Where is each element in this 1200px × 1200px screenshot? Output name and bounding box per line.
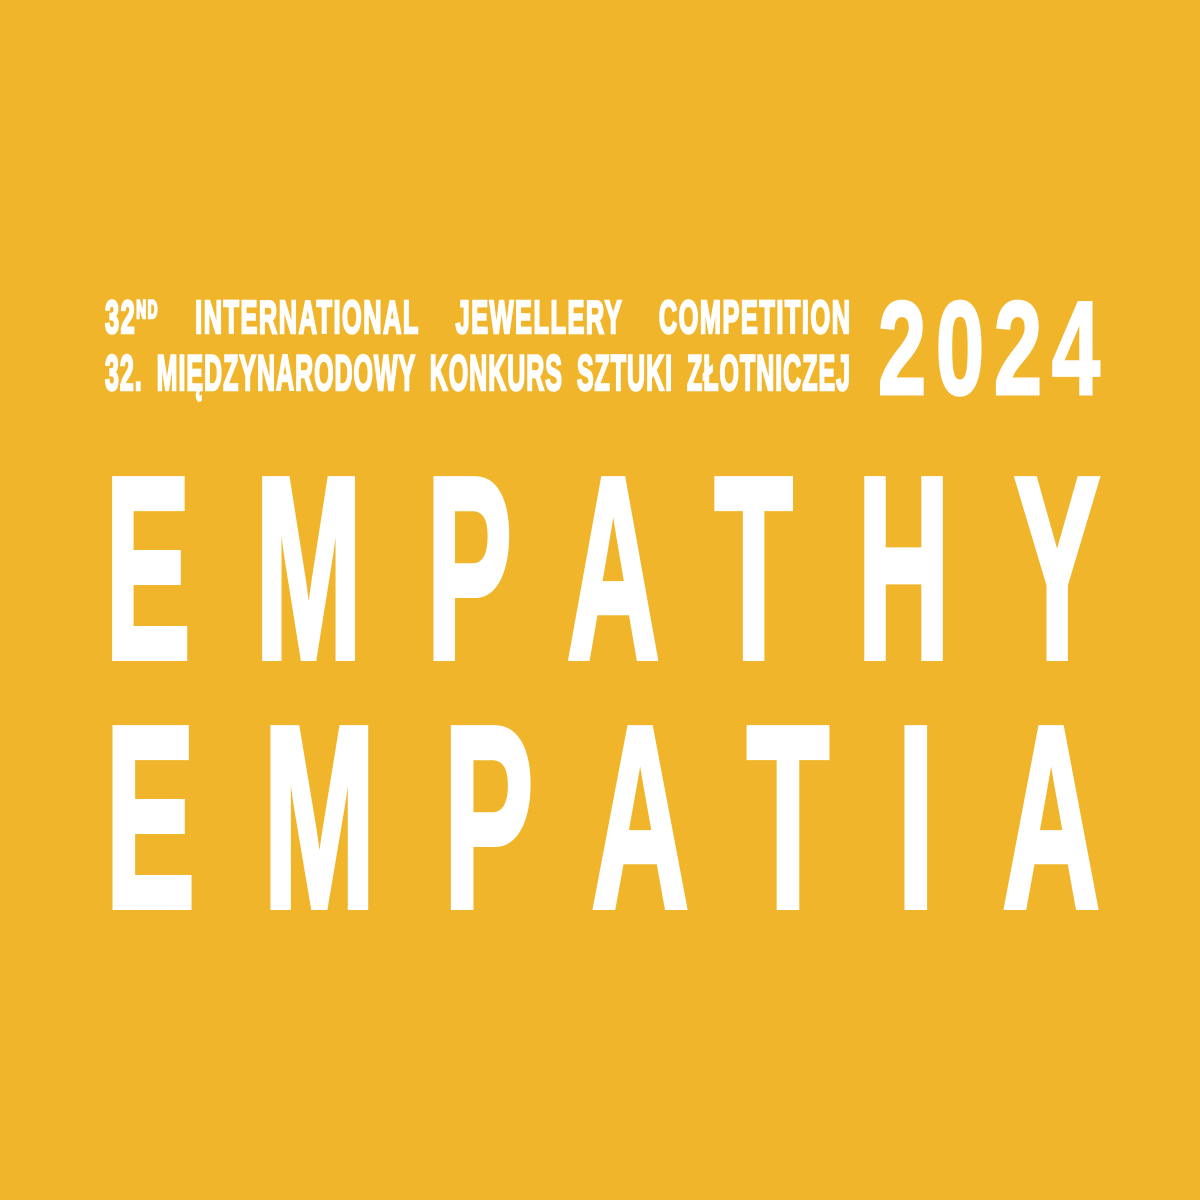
competition-title-pl: 32. MIĘDZYNARODOWY KONKURS SZTUKI ZŁOTNI… (104, 345, 851, 401)
title-pl-word-miedzynarodowy: MIĘDZYNARODOWY (156, 345, 416, 401)
year: 2024 (877, 275, 1110, 423)
edition-en: 32ND (104, 291, 160, 343)
edition-pl: 32. (104, 345, 143, 401)
title-en-word-international: INTERNATIONAL (194, 291, 420, 343)
title-pl-word-sztuki: SZTUKI (576, 345, 674, 401)
title-en-word-competition: COMPETITION (658, 291, 852, 343)
theme-title-en: EMPATHY (104, 424, 1165, 714)
theme-title-pl: EMPATIA (103, 673, 1168, 963)
competition-title-en: 32ND INTERNATIONAL JEWELLERY COMPETITION (104, 291, 852, 343)
edition-ordinal-superscript: ND (136, 296, 160, 324)
title-en-word-jewellery: JEWELLERY (455, 291, 623, 343)
title-pl-word-zlotniczej: ZŁOTNICZEJ (686, 345, 851, 401)
edition-number: 32 (104, 291, 137, 343)
title-pl-word-konkurs: KONKURS (429, 345, 563, 401)
